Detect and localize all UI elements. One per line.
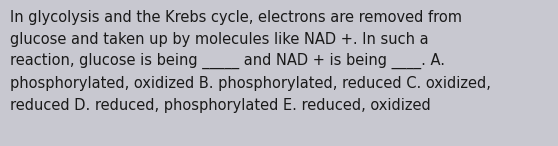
Text: In glycolysis and the Krebs cycle, electrons are removed from
glucose and taken : In glycolysis and the Krebs cycle, elect… [10,10,491,113]
